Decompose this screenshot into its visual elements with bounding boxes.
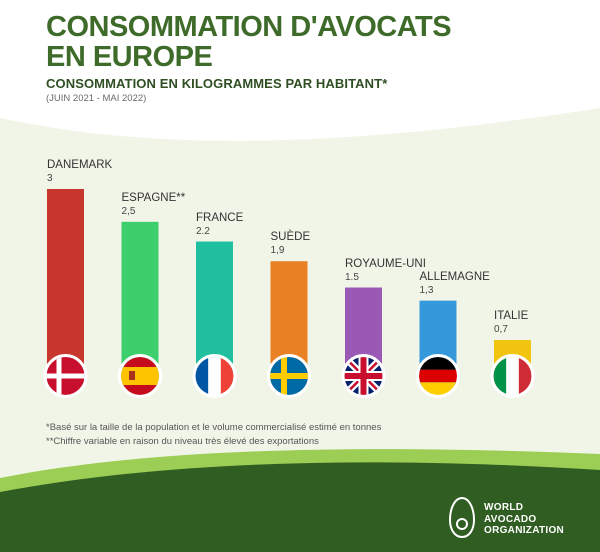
value-label: 1,9 <box>270 245 285 257</box>
category-label: ALLEMAGNE <box>419 270 490 283</box>
value-label: 2,5 <box>121 205 136 217</box>
germany-flag <box>416 354 460 398</box>
page-title: CONSOMMATION D'AVOCATS EN EUROPE <box>46 11 452 73</box>
italy-flag <box>490 354 535 398</box>
spain-flag <box>118 354 162 398</box>
chart-subtitle: CONSOMMATION EN KILOGRAMMES PAR HABITANT… <box>46 76 388 91</box>
avocado-logo-icon <box>448 496 476 539</box>
footnote-1: *Basé sur la taille de la population et … <box>46 422 382 433</box>
category-label: ROYAUME-UNI <box>345 257 426 270</box>
category-label: DANEMARK <box>47 159 113 171</box>
green-wave-dark <box>0 462 600 552</box>
category-label: FRANCE <box>196 211 244 224</box>
sweden-flag <box>267 354 311 398</box>
denmark-flag <box>43 354 88 398</box>
france-flag <box>192 354 237 398</box>
logo-text: WORLD AVOCADO ORGANIZATION <box>484 502 565 536</box>
value-label: 1.5 <box>345 271 359 283</box>
category-label: SUÈDE <box>270 231 311 244</box>
chart-period: (JUIN 2021 - MAI 2022) <box>46 93 147 104</box>
bar-danemark <box>47 189 84 386</box>
bars-layer <box>43 189 535 398</box>
value-label: 0,7 <box>494 324 508 336</box>
value-label: 1,3 <box>419 284 434 296</box>
category-label: ITALIE <box>494 310 529 323</box>
uk-flag <box>341 354 386 398</box>
footnote-2: **Chiffre variable en raison du niveau t… <box>46 436 319 447</box>
value-label: 3 <box>47 173 53 184</box>
value-label: 2.2 <box>196 225 210 237</box>
category-label: ESPAGNE** <box>121 191 186 204</box>
